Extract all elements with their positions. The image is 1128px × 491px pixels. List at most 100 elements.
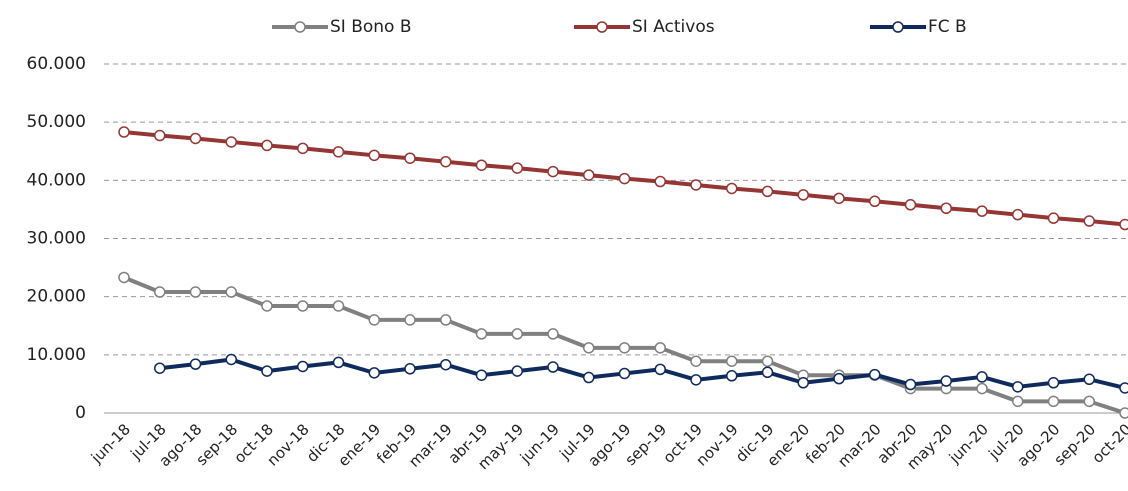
data-point [547,361,559,373]
data-point [475,159,488,171]
legend-marker [294,21,306,33]
data-point [618,367,631,380]
data-point [726,370,738,382]
legend-marker [892,21,904,33]
data-point [440,155,452,168]
data-point [1119,407,1128,419]
y-tick-label: 30.000 [27,229,86,249]
x-tick-label: oct-20 [1088,420,1128,467]
data-point [440,358,452,371]
data-point [1119,218,1128,231]
data-point [1119,382,1128,394]
data-point [1083,395,1095,408]
data-point [1012,208,1024,221]
data-point [118,271,130,284]
data-point [976,371,988,383]
data-point [154,286,166,298]
data-point [189,358,202,370]
data-point [225,136,237,148]
data-point [761,355,774,367]
legend-marker [596,21,608,33]
data-point [1083,373,1095,386]
data-point [189,286,202,298]
data-point [618,172,631,185]
data-point [904,378,917,391]
data-point [726,355,738,367]
data-point [869,368,881,381]
data-point [1083,215,1095,227]
data-point [690,355,702,367]
legend-label: SI Activos [632,17,715,37]
data-point [297,360,309,373]
y-tick-label: 50.000 [27,112,86,132]
series-line [159,357,1126,390]
data-point [1012,395,1024,408]
data-point [1047,377,1060,389]
data-point [511,328,523,340]
data-point [940,202,952,215]
data-point [690,179,702,191]
y-tick-label: 40.000 [27,170,86,190]
data-point [368,367,380,379]
y-tick-label: 10.000 [27,345,86,365]
data-point [332,356,345,369]
data-point [1047,395,1060,408]
data-point [618,342,631,354]
y-tick-label: 20.000 [27,287,86,307]
data-point [761,366,774,379]
data-point [976,205,988,217]
legend-label: FC B [928,17,967,37]
x-tick-label: jun-18 [87,420,134,467]
data-point [869,195,881,208]
y-tick-label: 0 [75,403,86,423]
data-point [404,363,416,375]
data-point [154,129,166,142]
data-point [654,342,666,354]
data-point [797,189,809,201]
data-point [833,372,845,385]
data-point [261,365,273,377]
data-point [511,162,523,174]
data-point [583,371,595,384]
data-point [475,328,488,340]
data-point [547,328,559,340]
data-point [261,139,273,152]
data-point [225,353,237,366]
data-point [297,142,309,155]
data-point [440,314,452,326]
data-point [154,362,166,374]
data-point [833,192,845,205]
data-point [654,175,666,188]
data-point [726,182,738,195]
y-tick-label: 60.000 [27,54,86,74]
x-tick-label: jun-19 [516,420,563,467]
data-point [976,382,988,395]
data-point [511,365,523,377]
data-point [261,300,273,312]
x-tick-label: jun-20 [945,420,992,467]
data-point [368,314,380,326]
data-point [904,199,917,211]
data-point [583,342,595,354]
data-point [654,363,666,376]
data-point [332,300,345,312]
data-point [690,374,702,386]
data-point [761,185,774,198]
data-point [118,126,130,138]
data-point [940,375,952,387]
data-point [297,300,309,312]
data-point [547,165,559,178]
data-point [189,132,202,145]
legend-label: SI Bono B [330,17,412,37]
data-point [475,369,488,381]
data-point [332,146,345,158]
data-point [404,314,416,326]
data-point [368,149,380,162]
data-point [1012,381,1024,393]
data-point [404,152,416,164]
data-point [797,377,809,389]
data-point [1047,212,1060,224]
data-point [583,169,595,181]
data-point [225,286,237,298]
